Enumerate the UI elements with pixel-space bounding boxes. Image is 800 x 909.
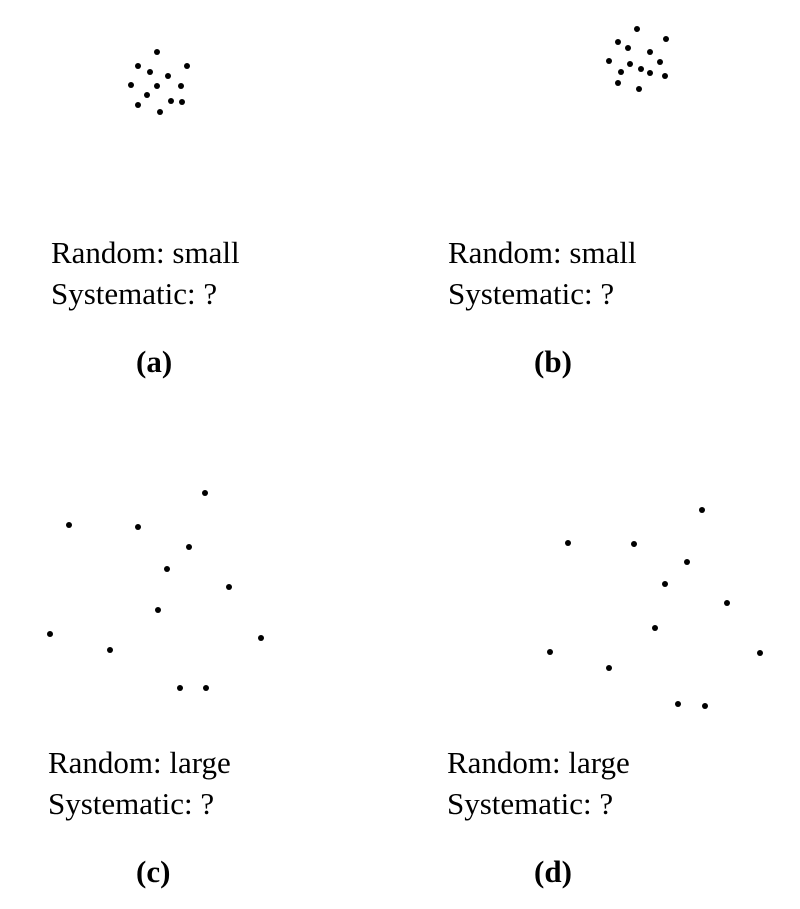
panel-c-dot-12 (203, 685, 209, 691)
panel-b-dot-5 (647, 49, 653, 55)
panel-a-dot-2 (135, 63, 141, 69)
panel-b-text: Random: small Systematic: ? (448, 232, 637, 314)
panel-c-dot-2 (66, 522, 72, 528)
panel-a-dot-13 (157, 109, 163, 115)
panel-a-dot-cluster (128, 49, 190, 115)
panel-b-dot-4 (625, 45, 631, 51)
panel-b-dot-2 (615, 39, 621, 45)
panel-a-dot-8 (178, 83, 184, 89)
panel-a-dot-3 (147, 69, 153, 75)
panel-d-dot-2 (565, 540, 571, 546)
panel-b-dot-9 (638, 66, 644, 72)
panel-c-dot-10 (107, 647, 113, 653)
panel-d-dot-8 (547, 649, 553, 655)
panel-a-caption: (a) (136, 344, 173, 379)
panel-b-dot-13 (615, 80, 621, 86)
panel-a-dot-9 (144, 92, 150, 98)
panel-c-dot-4 (186, 544, 192, 550)
panel-c-text: Random: large Systematic: ? (48, 742, 231, 824)
panel-c-caption: (c) (136, 854, 171, 889)
panel-a-dot-11 (135, 102, 141, 108)
panel-b-random-label: Random: small (448, 235, 637, 270)
panel-d-dot-3 (631, 541, 637, 547)
panel-b-dot-6 (606, 58, 612, 64)
panel-d-caption: (d) (534, 854, 572, 889)
panel-d-dot-7 (652, 625, 658, 631)
panel-b-dot-11 (647, 70, 653, 76)
panel-d-dot-6 (724, 600, 730, 606)
panel-c-dot-5 (164, 566, 170, 572)
panel-b-dot-3 (663, 36, 669, 42)
panel-c-dot-cluster (47, 490, 264, 691)
panel-c-random-label: Random: large (48, 745, 231, 780)
panel-c-dot-9 (258, 635, 264, 641)
panel-d-text: Random: large Systematic: ? (447, 742, 630, 824)
panel-d-dot-10 (606, 665, 612, 671)
panel-d-dot-11 (675, 701, 681, 707)
panel-b-caption: (b) (534, 344, 572, 379)
panel-c-dot-6 (226, 584, 232, 590)
panel-a-dot-5 (165, 73, 171, 79)
panel-a-dot-10 (168, 98, 174, 104)
panel-a-dot-12 (179, 99, 185, 105)
panel-a-dot-1 (154, 49, 160, 55)
panel-d-dot-cluster (547, 507, 763, 709)
panel-b-dot-cluster (606, 26, 669, 92)
panel-a-dot-6 (128, 82, 134, 88)
panel-b-dot-1 (634, 26, 640, 32)
panel-b-dot-12 (662, 73, 668, 79)
panel-d-dot-9 (757, 650, 763, 656)
panel-d-dot-5 (662, 581, 668, 587)
panel-b-dot-14 (636, 86, 642, 92)
panel-c-dot-8 (47, 631, 53, 637)
panel-c-dot-11 (177, 685, 183, 691)
panel-d-dot-1 (699, 507, 705, 513)
panel-a-dot-4 (184, 63, 190, 69)
panel-a-random-label: Random: small (51, 235, 240, 270)
panel-c-systematic-label: Systematic: ? (48, 786, 215, 821)
panel-d-systematic-label: Systematic: ? (447, 786, 614, 821)
panel-d-random-label: Random: large (447, 745, 630, 780)
panel-c-dot-7 (155, 607, 161, 613)
panel-d-dot-12 (702, 703, 708, 709)
panel-c-dot-1 (202, 490, 208, 496)
panel-a-dot-7 (154, 83, 160, 89)
panel-b-dot-10 (618, 69, 624, 75)
panel-b-systematic-label: Systematic: ? (448, 276, 615, 311)
panel-a-systematic-label: Systematic: ? (51, 276, 218, 311)
panel-b-dot-8 (657, 59, 663, 65)
panel-c-dot-3 (135, 524, 141, 530)
panel-d-dot-4 (684, 559, 690, 565)
panel-a-text: Random: small Systematic: ? (51, 232, 240, 314)
panel-b-dot-7 (627, 61, 633, 67)
